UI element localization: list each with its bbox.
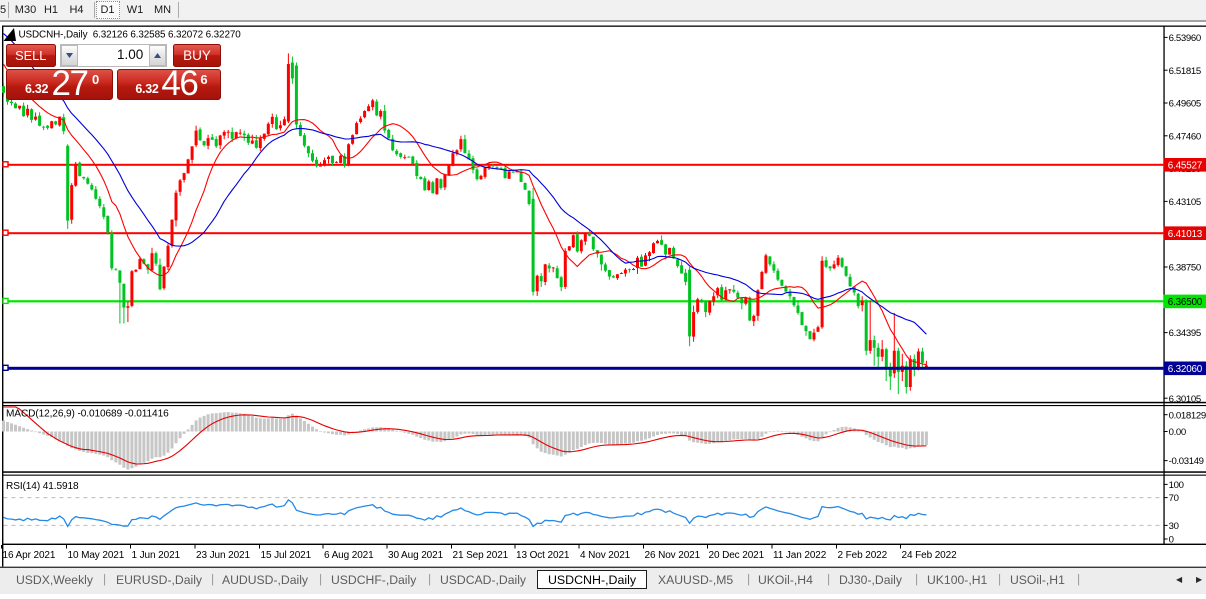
svg-text:4 Nov 2021: 4 Nov 2021 [580,550,631,561]
svg-text:23 Jun 2021: 23 Jun 2021 [196,550,250,561]
svg-text:26 Nov 2021: 26 Nov 2021 [645,550,701,561]
svg-text:1 Jun 2021: 1 Jun 2021 [132,550,181,561]
svg-text:0.018129: 0.018129 [1169,410,1206,421]
svg-text:100: 100 [1169,480,1184,491]
svg-text:6.32060: 6.32060 [1168,364,1203,375]
svg-text:6.47460: 6.47460 [1169,131,1201,142]
svg-text:USDCNH-,Daily 6.32126 6.32585: USDCNH-,Daily 6.32126 6.32585 6.32072 6.… [19,29,242,40]
svg-text:6.43105: 6.43105 [1169,197,1201,208]
svg-text:MACD(12,26,9) -0.010689 -0.011: MACD(12,26,9) -0.010689 -0.011416 [6,409,169,420]
svg-text:13 Oct 2021: 13 Oct 2021 [516,550,570,561]
svg-text:15 Jul 2021: 15 Jul 2021 [261,550,312,561]
svg-text:RSI(14) 41.5918: RSI(14) 41.5918 [6,481,79,492]
svg-text:6.36500: 6.36500 [1168,297,1203,308]
svg-text:6.51815: 6.51815 [1169,66,1201,77]
svg-text:30 Aug 2021: 30 Aug 2021 [388,550,444,561]
svg-text:6.38750: 6.38750 [1169,263,1201,274]
svg-text:6.49605: 6.49605 [1169,99,1201,110]
svg-text:30: 30 [1169,521,1179,532]
svg-text:0.00: 0.00 [1169,427,1186,438]
svg-text:6.53960: 6.53960 [1169,33,1201,44]
svg-text:6.34395: 6.34395 [1169,328,1201,339]
svg-text:6.41013: 6.41013 [1168,229,1203,240]
svg-text:20 Dec 2021: 20 Dec 2021 [709,550,765,561]
svg-text:6.30105: 6.30105 [1169,394,1201,405]
svg-text:10 May 2021: 10 May 2021 [68,550,125,561]
svg-text:21 Sep 2021: 21 Sep 2021 [453,550,509,561]
svg-text:0: 0 [1169,535,1174,546]
svg-text:6.45527: 6.45527 [1168,161,1202,172]
svg-text:24 Feb 2022: 24 Feb 2022 [902,550,958,561]
svg-text:-0.03149: -0.03149 [1169,456,1204,467]
svg-text:11 Jan 2022: 11 Jan 2022 [773,550,827,561]
svg-text:6 Aug 2021: 6 Aug 2021 [324,550,374,561]
svg-text:70: 70 [1169,493,1179,504]
svg-text:16 Apr 2021: 16 Apr 2021 [3,550,56,561]
svg-text:2 Feb 2022: 2 Feb 2022 [838,550,888,561]
